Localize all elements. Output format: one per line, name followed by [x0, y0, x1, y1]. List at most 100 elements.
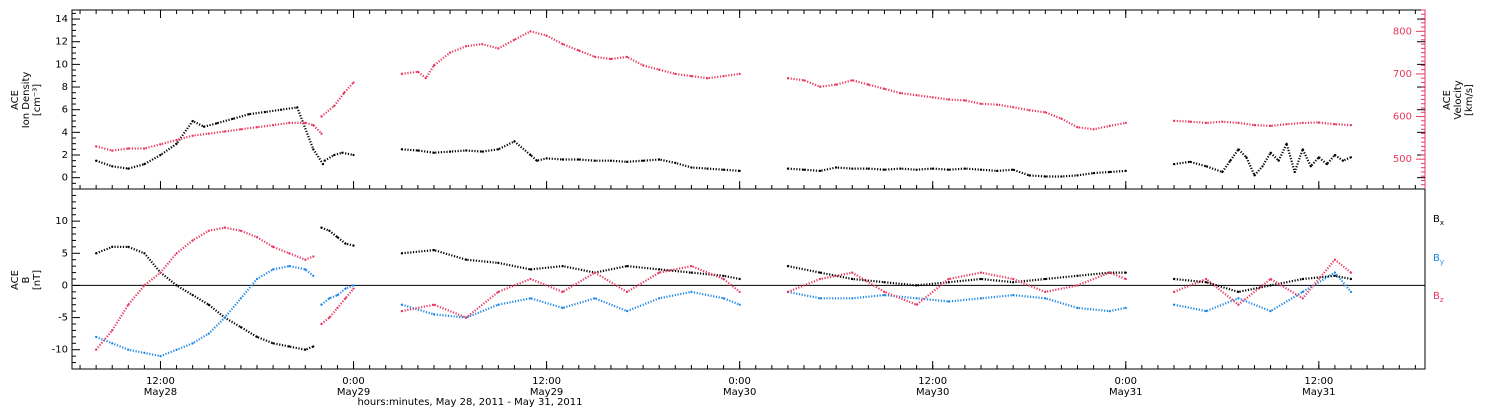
- bfield-blue-point: [95, 335, 98, 338]
- bfield-blue-trace: [401, 290, 741, 319]
- density-black-point: [432, 151, 436, 154]
- velocity-red-point: [304, 121, 307, 124]
- density-black-point: [593, 159, 597, 162]
- density-black-trace: [401, 140, 740, 172]
- density-black-point: [323, 159, 326, 162]
- x-tick-time: 12:00: [1304, 376, 1333, 387]
- bfield-red-point: [561, 290, 564, 293]
- velocity-red-point: [1028, 109, 1031, 112]
- bfield-blue-point: [1237, 297, 1240, 300]
- x-tick-time: 0:00: [728, 376, 750, 387]
- velocity-red-point: [175, 138, 178, 142]
- bottom-panel-ticks: -10 -5 0 5 10: [52, 194, 1425, 364]
- x-tick-time: 12:00: [146, 376, 175, 387]
- density-black-point: [416, 149, 419, 152]
- velocity-red-point: [835, 83, 838, 86]
- bfield-blue-point: [127, 348, 130, 351]
- density-black-point: [1189, 160, 1192, 163]
- bfield-blue-point: [1044, 297, 1047, 300]
- bfield-red-point: [312, 255, 315, 258]
- bfield-blue-point: [320, 303, 323, 306]
- density-black-point: [915, 168, 918, 171]
- velocity-red-point: [883, 87, 886, 90]
- density-black-point: [191, 119, 194, 123]
- bfield-blue-point: [255, 277, 259, 281]
- density-tick-label: 4: [62, 127, 68, 138]
- bfield-black-point: [95, 252, 98, 255]
- density-black-point: [947, 168, 950, 171]
- bottom-panel-points: [95, 226, 1353, 358]
- density-black-point: [497, 148, 500, 151]
- bfield-blue-point: [1172, 303, 1176, 306]
- density-black-point: [159, 153, 162, 157]
- bfield-red-point: [1205, 277, 1208, 281]
- velocity-tick-label: 700: [1393, 69, 1412, 80]
- x-tick-date: May30: [723, 387, 756, 398]
- bfield-tick-label: 10: [55, 216, 68, 227]
- velocity-red-point: [95, 145, 98, 148]
- bfield-red-point: [1012, 277, 1015, 281]
- bfield-red-point: [1076, 284, 1079, 287]
- density-black-point: [883, 168, 886, 171]
- density-black-point: [202, 125, 205, 128]
- bfield-red-point: [328, 316, 331, 319]
- bfield-blue-point: [593, 297, 597, 300]
- density-black-point: [642, 159, 645, 162]
- bfield-black-point: [1301, 277, 1304, 281]
- density-black-point: [979, 168, 983, 171]
- bfield-red-point: [1301, 297, 1304, 300]
- density-black-point: [312, 148, 315, 151]
- bfield-label-line2: B: [21, 276, 32, 283]
- bfield-blue-point: [111, 342, 114, 345]
- density-black-point: [1060, 175, 1063, 178]
- density-tick-label: 2: [62, 150, 68, 161]
- bfield-black-point: [915, 284, 918, 287]
- velocity-red-point: [915, 94, 918, 97]
- bfield-blue-point: [722, 297, 725, 300]
- bfield-red-point: [111, 329, 114, 332]
- density-black-point: [609, 159, 613, 162]
- velocity-red-point: [1253, 124, 1256, 127]
- bfield-black-point: [127, 245, 130, 248]
- bfield-black-point: [1349, 277, 1353, 281]
- density-black-point: [333, 153, 336, 157]
- bfield-red-trace: [1173, 258, 1352, 306]
- bfield-red-point: [658, 271, 661, 274]
- velocity-tick-label: 600: [1393, 112, 1412, 123]
- density-black-point: [247, 113, 251, 116]
- bfield-tick-label: 0: [62, 280, 68, 291]
- density-black-point: [802, 168, 806, 171]
- density-black-point: [465, 149, 468, 152]
- velocity-red-point: [545, 34, 548, 37]
- velocity-red-point: [255, 126, 259, 129]
- bfield-black-point: [111, 245, 114, 248]
- bfield-black-point: [465, 258, 468, 261]
- velocity-red-point: [1269, 124, 1272, 127]
- top-panel-frame: [71, 9, 1426, 190]
- velocity-red-point: [642, 64, 645, 67]
- bfield-black-trace: [320, 226, 354, 247]
- bfield-red-point: [529, 277, 532, 281]
- velocity-red-point: [143, 147, 146, 150]
- density-black-point: [867, 167, 870, 170]
- bfield-red-point: [625, 290, 629, 293]
- bfield-blue-point: [851, 297, 854, 300]
- bfield-black-point: [344, 242, 347, 245]
- top-panel-ticks: 0 2 4 6 8 10 12 14 500 600 700 800: [55, 9, 1425, 190]
- velocity-red-point: [899, 92, 902, 95]
- density-black-point: [1108, 170, 1111, 174]
- density-black-trace: [1173, 142, 1352, 177]
- bfield-red-point: [1333, 258, 1336, 261]
- bfield-blue-point: [336, 294, 339, 297]
- bfield-black-point: [722, 274, 725, 277]
- velocity-red-point: [513, 38, 516, 41]
- bfield-blue-point: [352, 284, 355, 287]
- velocity-red-point: [159, 143, 162, 146]
- bfield-blue-point: [207, 332, 210, 335]
- velocity-red-point: [1108, 124, 1111, 127]
- density-black-point: [513, 140, 516, 143]
- density-black-point: [545, 157, 548, 160]
- bfield-blue-point: [1349, 290, 1353, 293]
- velocity-red-point: [577, 49, 580, 52]
- bfield-blue-point: [561, 306, 564, 309]
